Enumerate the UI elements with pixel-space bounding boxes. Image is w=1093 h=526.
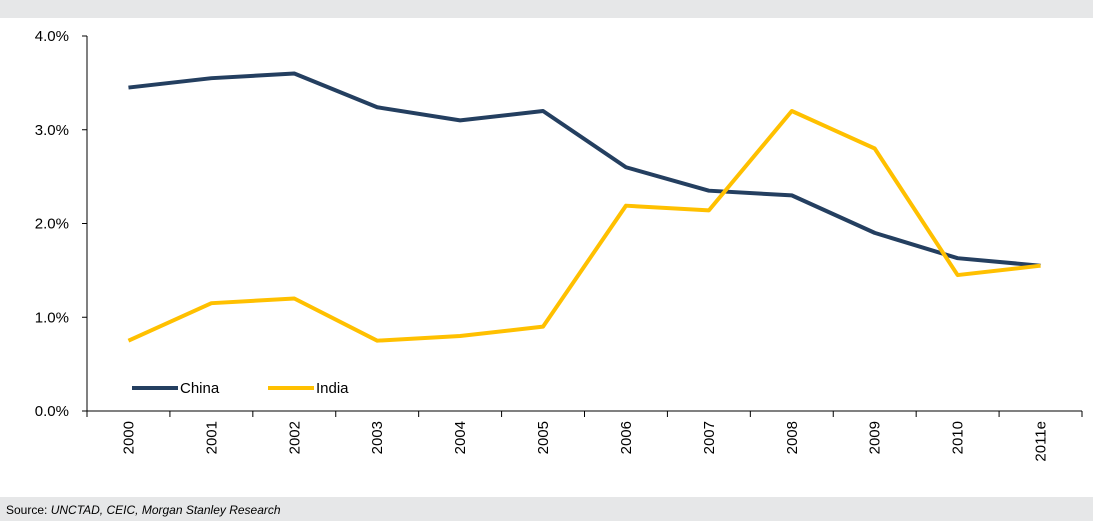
y-tick-label: 2.0% [35,216,69,233]
y-tick-label: 3.0% [35,122,69,139]
y-tick-label: 1.0% [35,309,69,326]
x-tick-label: 2003 [369,421,386,454]
top-band [0,0,1093,18]
x-tick-label: 2001 [203,421,220,454]
x-tick-label: 2005 [535,421,552,454]
x-tick-label: 2006 [618,421,635,454]
source-label: Source: [6,503,47,517]
source-band [0,497,1093,521]
series-line [128,71,1041,268]
x-tick-label: 2007 [701,421,718,454]
y-tick-label: 4.0% [35,28,69,45]
x-tick-label: 2000 [120,421,137,454]
legend-label: India [316,380,349,397]
x-tick-label: 2008 [784,421,801,454]
series-line [127,109,1041,343]
legend-label: China [180,380,220,397]
source: Source: UNCTAD, CEIC, Morgan Stanley Res… [6,503,281,517]
y-tick-label: 0.0% [35,403,69,420]
x-tick-label: 2011e [1033,421,1050,462]
x-tick-label: 2002 [286,421,303,454]
x-tick-label: 2004 [452,421,469,454]
x-tick-label: 2009 [867,421,884,454]
source-text: UNCTAD, CEIC, Morgan Stanley Research [51,503,281,517]
x-tick-label: 2010 [950,421,967,454]
